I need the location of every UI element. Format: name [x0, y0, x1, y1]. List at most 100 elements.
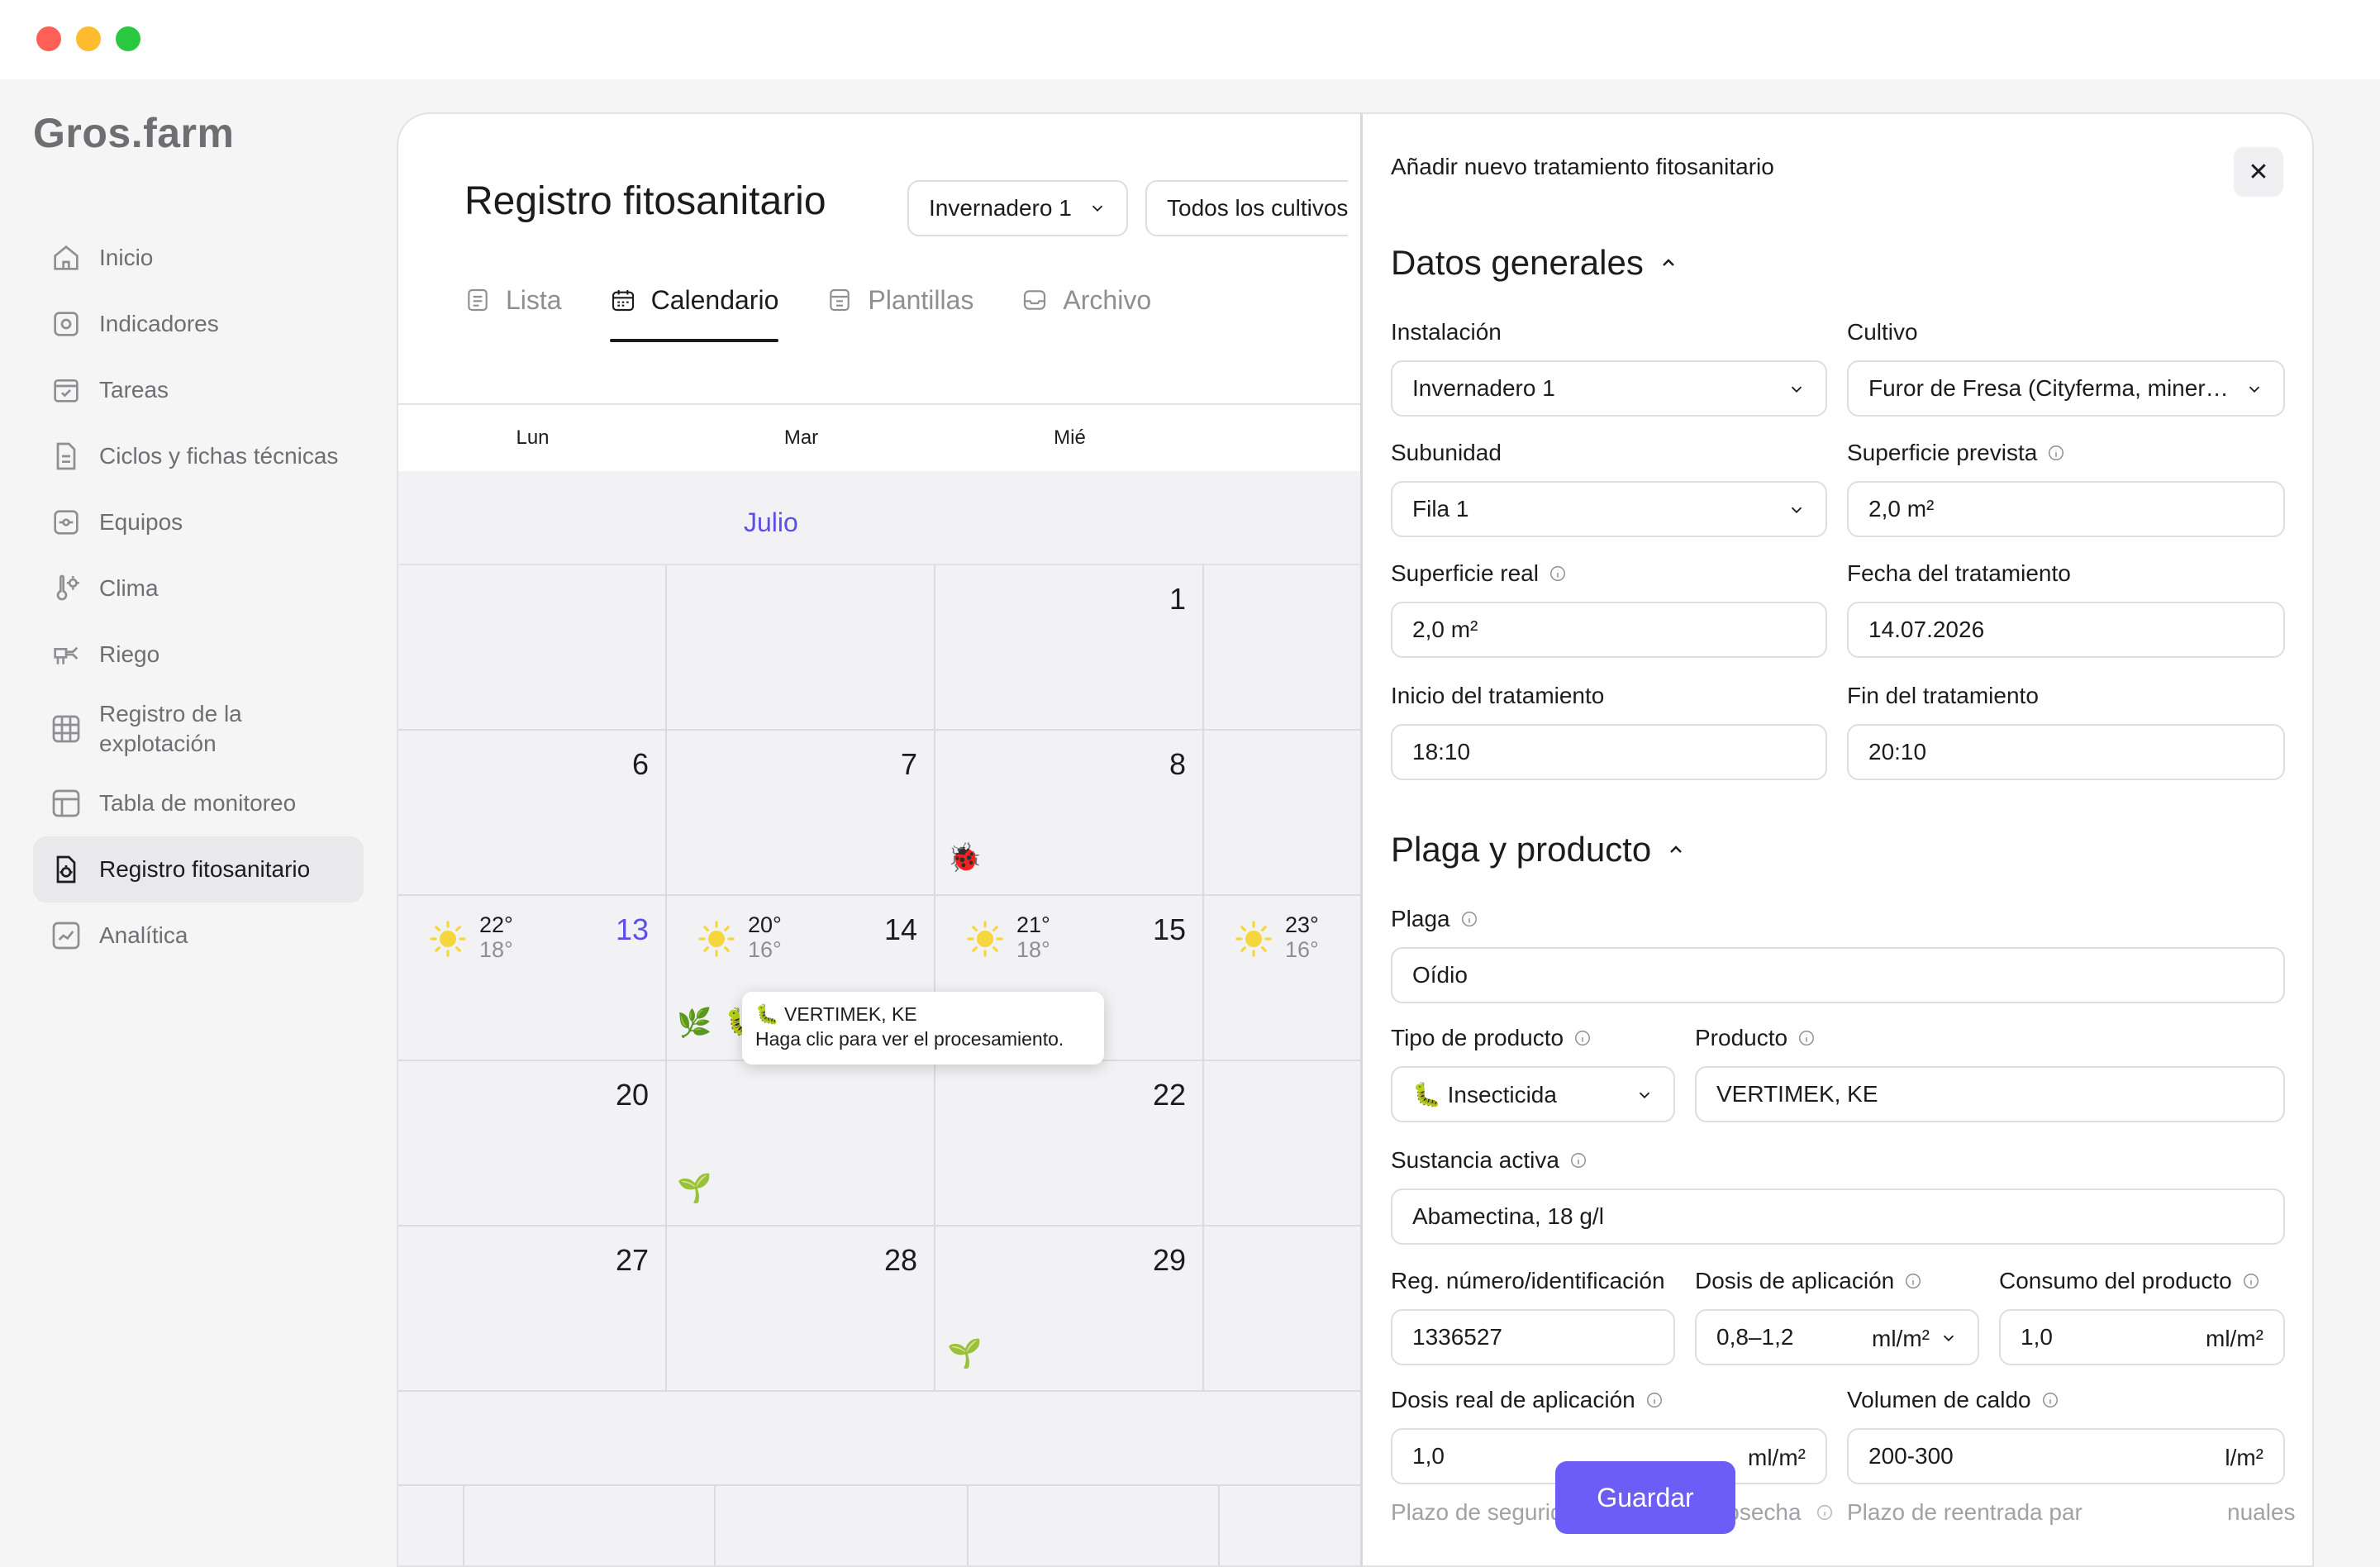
event-tooltip: 🐛 VERTIMEK, KE Haga clic para ver el pro…	[742, 992, 1104, 1065]
calendar-day-cell[interactable]: 1	[935, 565, 1204, 731]
end-time-field[interactable]: 20:10	[1847, 724, 2285, 780]
crop-select[interactable]: Furor de Fresa (Cityferma, mineral wool)	[1847, 360, 2285, 417]
sidebar-item-registro-explotacion[interactable]: Registro de la explotación	[33, 688, 364, 770]
sidebar-item-tabla-monitoreo[interactable]: Tabla de monitoreo	[33, 770, 364, 836]
seedling-icon[interactable]: 🌱	[677, 1173, 712, 1204]
info-icon[interactable]	[1573, 1029, 1592, 1047]
sidebar-item-tareas[interactable]: Tareas	[33, 357, 364, 423]
end-label: Fin del tratamiento	[1847, 683, 2039, 708]
day-number: 6	[631, 747, 649, 781]
info-icon[interactable]	[2047, 444, 2065, 462]
info-icon[interactable]	[1549, 564, 1567, 583]
sidebar-item-riego[interactable]: Riego	[33, 622, 364, 688]
tab-calendario[interactable]: Calendario	[609, 271, 778, 342]
calendar-day-cell[interactable]: 8 🐞	[935, 731, 1204, 896]
consumption-field[interactable]: 1,0 ml/m²	[1999, 1309, 2285, 1365]
temp-high: 23°	[1285, 912, 1319, 937]
treatment-date-field[interactable]: 14.07.2026	[1847, 602, 2285, 658]
temp-low: 16°	[748, 937, 782, 962]
crop-filter-select[interactable]: Todos los cultivos	[1145, 180, 1349, 236]
day-number: 29	[1152, 1243, 1186, 1277]
close-drawer-button[interactable]: ✕	[2234, 147, 2283, 197]
save-button[interactable]: Guardar	[1555, 1461, 1735, 1534]
section-datos-generales[interactable]: Datos generales	[1391, 243, 1678, 283]
app-logo[interactable]: Gros.farm	[33, 110, 235, 156]
calendar-day-cell[interactable]: 22	[935, 1061, 1204, 1226]
close-window-button[interactable]	[36, 26, 61, 51]
calendar-day-cell[interactable]: 7	[667, 731, 935, 896]
zoom-window-button[interactable]	[116, 26, 140, 51]
calendar-day-cell[interactable]: 6	[398, 731, 667, 896]
tab-archivo[interactable]: Archivo	[1021, 271, 1151, 329]
minimize-window-button[interactable]	[76, 26, 101, 51]
dose-label: Dosis de aplicación	[1695, 1268, 1922, 1294]
seedling-icon[interactable]: 🌱	[947, 1338, 983, 1369]
product-type-select[interactable]: 🐛 Insecticida	[1391, 1066, 1675, 1122]
calendar-day-cell[interactable]: 🌱	[667, 1061, 935, 1226]
day-number: 15	[1152, 912, 1186, 946]
day-number: 22	[1152, 1078, 1186, 1112]
real-area-field[interactable]: 2,0 m²	[1391, 602, 1827, 658]
info-icon[interactable]	[1797, 1029, 1816, 1047]
calendar-day-cell[interactable]: 29 🌱	[935, 1226, 1204, 1392]
info-icon[interactable]	[1816, 1501, 1834, 1520]
info-icon[interactable]	[2041, 1391, 2059, 1409]
herb-icon[interactable]: 🌿	[677, 1007, 712, 1039]
sidebar-item-equipos[interactable]: Equipos	[33, 489, 364, 555]
dose-field[interactable]: 0,8–1,2 ml/m²	[1695, 1309, 1979, 1365]
subunit-select[interactable]: Fila 1	[1391, 481, 1827, 537]
tab-lista[interactable]: Lista	[464, 271, 562, 329]
subunit-label: Subunidad	[1391, 440, 1502, 465]
calendar-day-cell[interactable]: 21° 18° 15	[935, 896, 1204, 1061]
calendar-day-cell[interactable]	[1204, 731, 1360, 896]
calendar-day-cell[interactable]	[1204, 1226, 1360, 1392]
product-field[interactable]: VERTIMEK, KE	[1695, 1066, 2285, 1122]
calendar-day-cell[interactable]	[1204, 1061, 1360, 1226]
sidebar-item-clima[interactable]: Clima	[33, 555, 364, 622]
product-value: VERTIMEK, KE	[1716, 1081, 1878, 1107]
calendar-day-cell[interactable]: 20°16° 14 🌿 🐛	[667, 896, 935, 1061]
calendar-day-cell[interactable]: 28	[667, 1226, 935, 1392]
info-icon[interactable]	[1645, 1391, 1664, 1409]
section-plaga-producto[interactable]: Plaga y producto	[1391, 830, 1686, 869]
calendar-day-cell[interactable]: 22° 18° 13	[398, 896, 667, 1061]
consumption-unit: ml/m²	[2206, 1326, 2263, 1351]
calendar-day-cell[interactable]	[667, 565, 935, 731]
sidebar-item-inicio[interactable]: Inicio	[33, 225, 364, 291]
info-icon[interactable]	[2242, 1272, 2260, 1290]
info-icon[interactable]	[1460, 910, 1478, 928]
start-time-field[interactable]: 18:10	[1391, 724, 1827, 780]
calendar-day-cell[interactable]	[398, 565, 667, 731]
planned-area-value: 2,0 m²	[1868, 496, 1935, 522]
day-number-today: 13	[615, 912, 649, 946]
window-titlebar	[0, 0, 2380, 79]
info-icon[interactable]	[1904, 1272, 1922, 1290]
calendar-day-cell[interactable]: 27	[398, 1226, 667, 1392]
tab-plantillas[interactable]: Plantillas	[826, 271, 973, 329]
registration-field[interactable]: 1336527	[1391, 1309, 1675, 1365]
calendar-day-cell[interactable]	[1204, 565, 1360, 731]
manual-label-fragment: nuales	[2227, 1499, 2296, 1525]
temp-low: 18°	[479, 937, 513, 962]
installation-select[interactable]: Invernadero 1	[1391, 360, 1827, 417]
sidebar-item-analitica[interactable]: Analítica	[33, 903, 364, 969]
sidebar-item-registro-fitosanitario[interactable]: Registro fitosanitario	[33, 836, 364, 903]
calendar-day-cell[interactable]: 20	[398, 1061, 667, 1226]
month-row: Julio	[398, 471, 1360, 565]
dose-value: 0,8–1,2	[1716, 1324, 1794, 1350]
calendar-day-cell[interactable]: 23° 16°	[1204, 896, 1360, 1061]
dose-unit-select[interactable]: ml/m²	[1872, 1326, 1930, 1351]
info-icon[interactable]	[1569, 1151, 1587, 1169]
active-substance-label-text: Sustancia activa	[1391, 1147, 1559, 1173]
calendar-grid: Lun Mar Mié Julio 1 6 7 8 🐞	[398, 403, 1360, 1565]
pest-field[interactable]: Oídio	[1391, 947, 2285, 1003]
sidebar-item-indicadores[interactable]: Indicadores	[33, 291, 364, 357]
product-type-label: Tipo de producto	[1391, 1025, 1592, 1051]
volume-field[interactable]: 200-300 l/m²	[1847, 1428, 2285, 1484]
active-substance-field[interactable]: Abamectina, 18 g/l	[1391, 1188, 2285, 1245]
ladybug-icon[interactable]: 🐞	[947, 842, 983, 874]
planned-area-field[interactable]: 2,0 m²	[1847, 481, 2285, 537]
sidebar-item-ciclos[interactable]: Ciclos y fichas técnicas	[33, 423, 364, 489]
weekday-header: Mié	[935, 405, 1204, 471]
facility-select[interactable]: Invernadero 1	[907, 180, 1128, 236]
